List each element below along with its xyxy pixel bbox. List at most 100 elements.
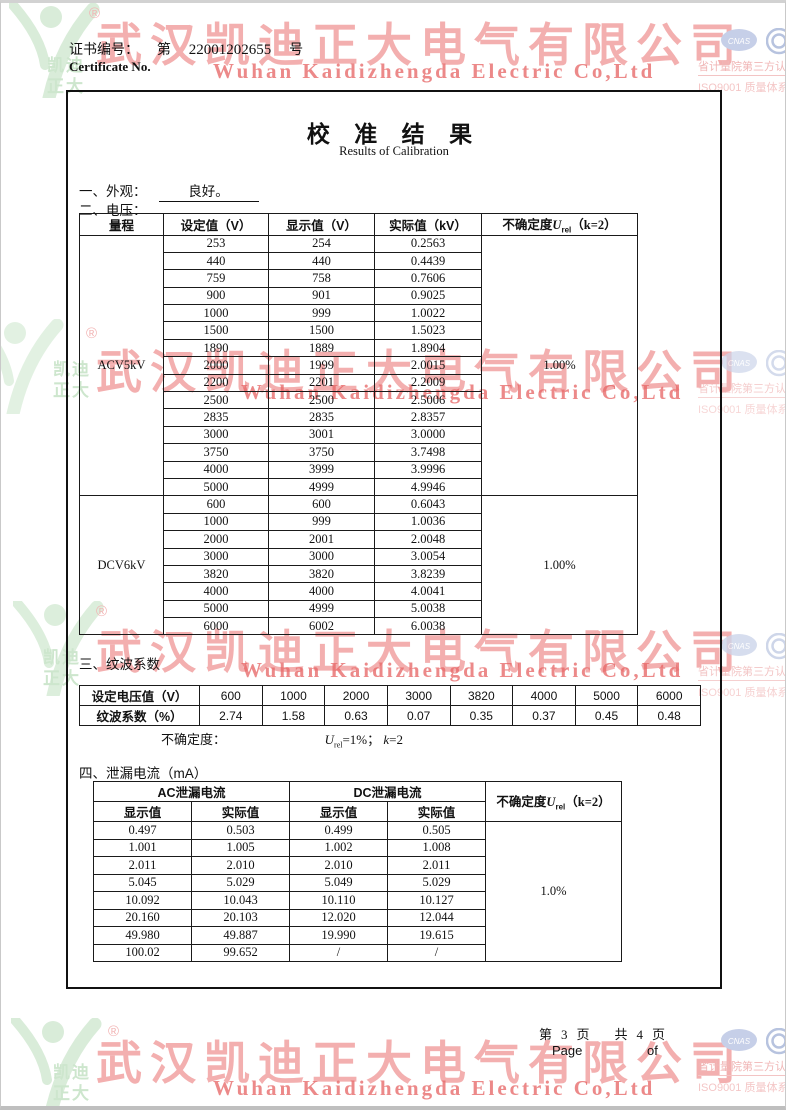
- certification-block: CNAS 省计量院第三方认证产品 ISO9001 质量体系认证企业: [698, 1028, 786, 1095]
- table-cell: 3.9996: [374, 460, 482, 479]
- table-cell: 0.63: [324, 705, 388, 726]
- certification-text-line1: 省计量院第三方认证产品: [698, 1058, 785, 1076]
- table-cell: 0.497: [93, 821, 192, 840]
- table-row: 0.497 0.503 0.499 0.505 1.0%: [93, 821, 622, 962]
- table-cell: 20.160: [93, 908, 192, 927]
- table-cell: 1.008: [387, 838, 486, 857]
- certification-ring-icon: [766, 350, 785, 377]
- table-cell: 10.110: [289, 891, 388, 910]
- table-row: ACV5kV 253 254 0.2563 1.00%: [79, 234, 638, 497]
- table-cell: 19.990: [289, 926, 388, 945]
- table-cell: 2835: [268, 408, 375, 427]
- table-cell: 5.045: [93, 873, 192, 892]
- ripple-coefficient-row: 纹波系数（%） 2.74 1.58 0.63 0.07 0.35 0.37 0.45 0.48: [79, 705, 701, 726]
- table-cell: 4000: [163, 460, 269, 479]
- table-cell: 2.74: [199, 705, 263, 726]
- table-cell: 2000: [163, 530, 269, 549]
- table-cell: 3820: [449, 685, 514, 706]
- page-label-en: Page: [552, 1043, 583, 1058]
- table-cell: 1.58: [261, 705, 326, 726]
- certificate-number-suffix: 号: [289, 41, 304, 57]
- table-cell: 19.615: [387, 926, 486, 945]
- table-cell: 2500: [163, 391, 269, 410]
- column-header-actual-value: 实际值（kV）: [374, 213, 482, 236]
- table-cell: 0.37: [512, 705, 576, 726]
- certification-ring-icon: [766, 1028, 785, 1055]
- voltage-table-body: ACV5kV 253 254 0.2563 1.00% 440 440 0.4439 759 75…: [79, 234, 638, 636]
- table-cell: 3.8239: [374, 564, 482, 584]
- table-cell: 2200: [163, 373, 269, 393]
- column-header-uncertainty: 不确定度Urel（k=2）: [481, 213, 638, 236]
- table-cell: 10.092: [93, 891, 192, 910]
- table-cell: 5000: [574, 685, 639, 706]
- table-cell: 759: [163, 269, 269, 288]
- certificate-number-prefix: 第: [156, 41, 171, 57]
- table-cell: 1000: [261, 685, 326, 706]
- table-cell: 253: [163, 234, 269, 253]
- table-cell: 758: [268, 269, 375, 288]
- leakage-table-body: 0.497 0.503 0.499 0.505 1.0% 1.001 1.005 1.002 1…: [93, 821, 622, 962]
- table-cell: 2000: [163, 356, 269, 375]
- current-page-number: 3: [561, 1027, 568, 1042]
- table-cell: 6.0038: [374, 617, 482, 636]
- table-cell: 1.8904: [374, 338, 482, 358]
- column-header-set-value: 设定值（V）: [163, 213, 269, 236]
- table-cell: 2.0015: [374, 356, 482, 375]
- table-cell: 0.35: [449, 705, 514, 726]
- ripple-table: 设定电压值（V） 600 1000 2000 3000 3820 4000 5000 6000…: [79, 685, 701, 726]
- table-cell: 0.503: [191, 821, 290, 840]
- table-cell: 2.8357: [374, 408, 482, 427]
- table-cell: 5.029: [191, 873, 290, 892]
- table-cell: 3001: [268, 425, 375, 445]
- table-cell: 5.049: [289, 873, 388, 892]
- table-row: DCV6kV 600 600 0.6043 1.00%: [79, 495, 638, 636]
- table-cell: 5.0038: [374, 599, 482, 619]
- table-cell: 4000: [268, 582, 375, 601]
- uncertainty-cell: 1.00%: [481, 495, 638, 636]
- page-title-cn: 校 准 结 果: [306, 121, 482, 147]
- table-cell: 2.2009: [374, 373, 482, 393]
- column-header-uncertainty: 不确定度Urel（k=2）: [485, 781, 622, 822]
- table-cell: 999: [268, 304, 375, 323]
- page-title-en: Results of Calibration: [339, 144, 449, 158]
- table-cell: 4999: [268, 477, 375, 497]
- column-header-display-value: 显示值（V）: [268, 213, 375, 236]
- section-appearance-label: 一、外观：: [79, 184, 147, 199]
- table-cell: 0.505: [387, 821, 486, 840]
- certification-text-line2: ISO9001 质量体系认证企业: [698, 1082, 786, 1094]
- company-logo: ® 凯迪 正大: [11, 1018, 161, 1106]
- table-cell: /: [289, 943, 388, 962]
- page-number-part: 页: [652, 1027, 666, 1042]
- of-label-en: of: [647, 1043, 658, 1058]
- table-cell: 12.044: [387, 908, 486, 927]
- table-cell: 4000: [512, 685, 576, 706]
- sub-header-actual-value: 实际值: [191, 801, 290, 822]
- table-cell: 2.5006: [374, 391, 482, 410]
- section-ripple-label: 三、纹波系数: [79, 657, 160, 672]
- table-cell: 0.7606: [374, 269, 482, 288]
- watermark-company-en: Wuhan Kaidizhengda Electric Co,Ltd: [213, 59, 656, 83]
- table-cell: 600: [268, 495, 375, 514]
- ripple-uncertainty-note: 不确定度： Urel=1%； k=2: [161, 729, 403, 750]
- company-logo-figure-icon: [11, 1018, 102, 1106]
- table-cell: 901: [268, 286, 375, 306]
- table-cell: 3.0054: [374, 547, 482, 566]
- sub-header-display-value: 显示值: [289, 801, 388, 822]
- table-row: 440 440 0.4439: [80, 251, 638, 271]
- appearance-value: 良好。: [158, 180, 259, 202]
- sub-header-display-value: 显示值: [93, 801, 192, 822]
- section-leakage-label: 四、泄漏电流（mA）: [79, 766, 208, 781]
- table-cell: 2.011: [93, 856, 192, 875]
- table-row: 2835 2835 2.8357: [80, 408, 638, 427]
- table-row: 900 901 0.9025: [80, 286, 638, 306]
- table-cell: 5.029: [387, 873, 486, 892]
- table-cell: 1.002: [289, 838, 388, 857]
- table-cell: 1.001: [93, 838, 192, 857]
- uncertainty-cell: 1.00%: [481, 234, 638, 497]
- total-page-number: 4: [636, 1027, 644, 1042]
- company-logo-figure-icon: [1, 319, 64, 414]
- table-cell: 20.103: [191, 908, 290, 927]
- table-cell: 1.5023: [374, 321, 482, 340]
